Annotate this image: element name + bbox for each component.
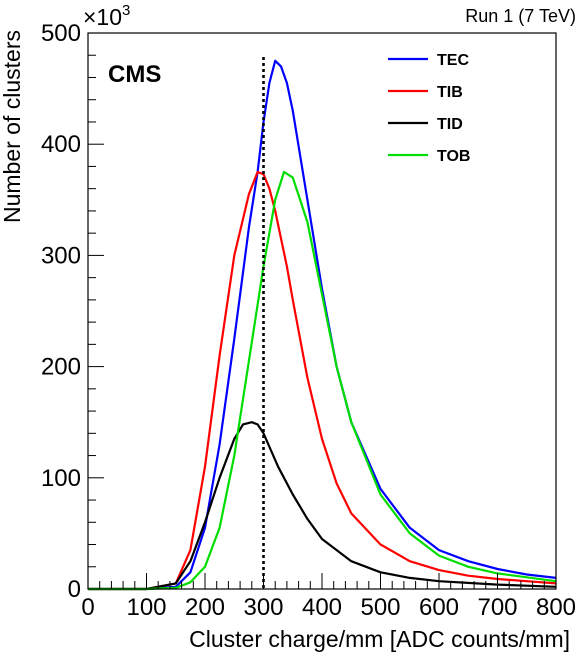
y-multiplier: ×103 [83, 2, 130, 30]
x-tick-label: 100 [126, 594, 166, 621]
x-tick-label: 200 [185, 594, 225, 621]
y-multiplier-exponent: 3 [122, 2, 130, 19]
series-line-tib [88, 170, 557, 591]
x-axis-label: Cluster charge/mm [ADC counts/mm] [189, 626, 570, 652]
y-tick-label: 400 [41, 131, 81, 158]
y-tick-label: 300 [41, 242, 81, 269]
experiment-label: CMS [108, 61, 161, 88]
plot-frame [87, 32, 557, 590]
x-tick-label: 500 [360, 594, 400, 621]
y-axis-label: Number of clusters [0, 30, 25, 223]
legend-label-tec: TEC [437, 52, 469, 69]
x-tick-label: 0 [81, 594, 94, 621]
legend-label-tob: TOB [437, 148, 470, 165]
y-tick-label: 200 [41, 354, 81, 381]
y-multiplier-base: ×10 [83, 4, 122, 30]
x-tick-label: 700 [477, 594, 517, 621]
series-line-tid [88, 421, 557, 591]
run-label: Run 1 (7 TeV) [465, 6, 576, 26]
axis-ticks: 0 100 200 300 400 500 600 700 800 0 100 200 300 400 50… [41, 20, 576, 621]
series-line-tob [88, 170, 557, 591]
legend-label-tid: TID [437, 116, 463, 133]
x-tick-label: 600 [419, 594, 459, 621]
legend-label-tib: TIB [437, 84, 463, 101]
x-tick-label: 300 [243, 594, 283, 621]
x-tick-label: 800 [536, 594, 576, 621]
y-tick-label: 500 [41, 20, 81, 47]
plot-area [88, 57, 557, 591]
y-tick-label: 0 [68, 576, 81, 603]
y-tick-label: 100 [41, 465, 81, 492]
legend: TEC TIB TID TOB [388, 52, 470, 165]
x-tick-label: 400 [302, 594, 342, 621]
